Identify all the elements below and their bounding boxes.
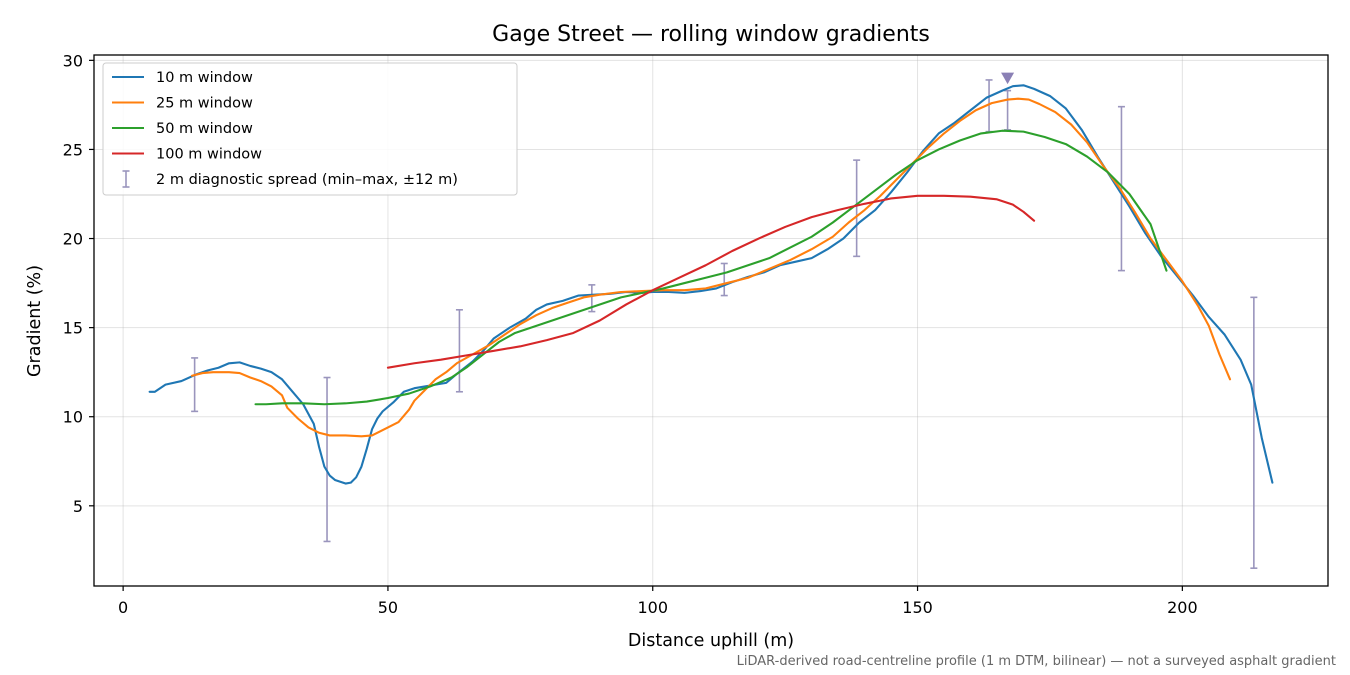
legend-label: 2 m diagnostic spread (min–max, ±12 m) [156, 172, 458, 188]
legend-label: 25 m window [156, 96, 253, 112]
x-tick-label: 200 [1167, 598, 1198, 617]
legend: 10 m window 25 m window 50 m window 100 m w… [102, 62, 518, 196]
spread-errorbar [853, 159, 861, 258]
legend-entry: 2 m diagnostic spread (min–max, ±12 m) [122, 170, 458, 188]
spread-errorbar [455, 309, 463, 393]
legend-frame [102, 62, 518, 196]
spread-errorbar [1004, 89, 1012, 131]
legend-entry: 10 m window [112, 70, 253, 86]
y-tick-label: 5 [73, 497, 83, 516]
spread-errorbar [1250, 296, 1258, 569]
peak-marker [1001, 72, 1015, 85]
spread-errorbar [323, 376, 331, 543]
grid [94, 55, 1328, 586]
x-axis-label: Distance uphill (m) [628, 631, 794, 651]
y-tick-label: 10 [63, 408, 83, 427]
spread-errorbar [1117, 105, 1125, 272]
x-tick-label: 0 [118, 598, 128, 617]
footnote: LiDAR-derived road-centreline profile (1… [737, 654, 1336, 669]
y-tick-label: 30 [63, 51, 83, 70]
y-axis-label: Gradient (%) [25, 265, 45, 377]
x-tick-label: 50 [378, 598, 398, 617]
x-tick-label: 150 [902, 598, 933, 617]
legend-entry: 50 m window [112, 121, 253, 137]
y-tick-label: 25 [63, 140, 83, 159]
series-line-4 [386, 194, 1036, 369]
legend-label: 50 m window [156, 121, 253, 137]
x-tick-label: 100 [637, 598, 668, 617]
legend-entry: 100 m window [112, 147, 262, 163]
tick-layer: 0 50 100 150 200 5 10 15 20 25 30 [63, 51, 1198, 617]
series-layer [148, 84, 1274, 485]
spread-errorbar [191, 357, 199, 413]
y-tick-label: 15 [63, 319, 83, 338]
marker-layer [1001, 72, 1015, 85]
y-tick-label: 20 [63, 230, 83, 249]
series-line-3 [254, 129, 1168, 406]
legend-entry: 25 m window [112, 96, 253, 112]
plot-frame [93, 54, 1329, 587]
chart-title: Gage Street — rolling window gradients [492, 22, 930, 47]
legend-label: 10 m window [156, 70, 253, 86]
spread-errorbar [720, 262, 728, 297]
legend-label: 100 m window [156, 147, 262, 163]
